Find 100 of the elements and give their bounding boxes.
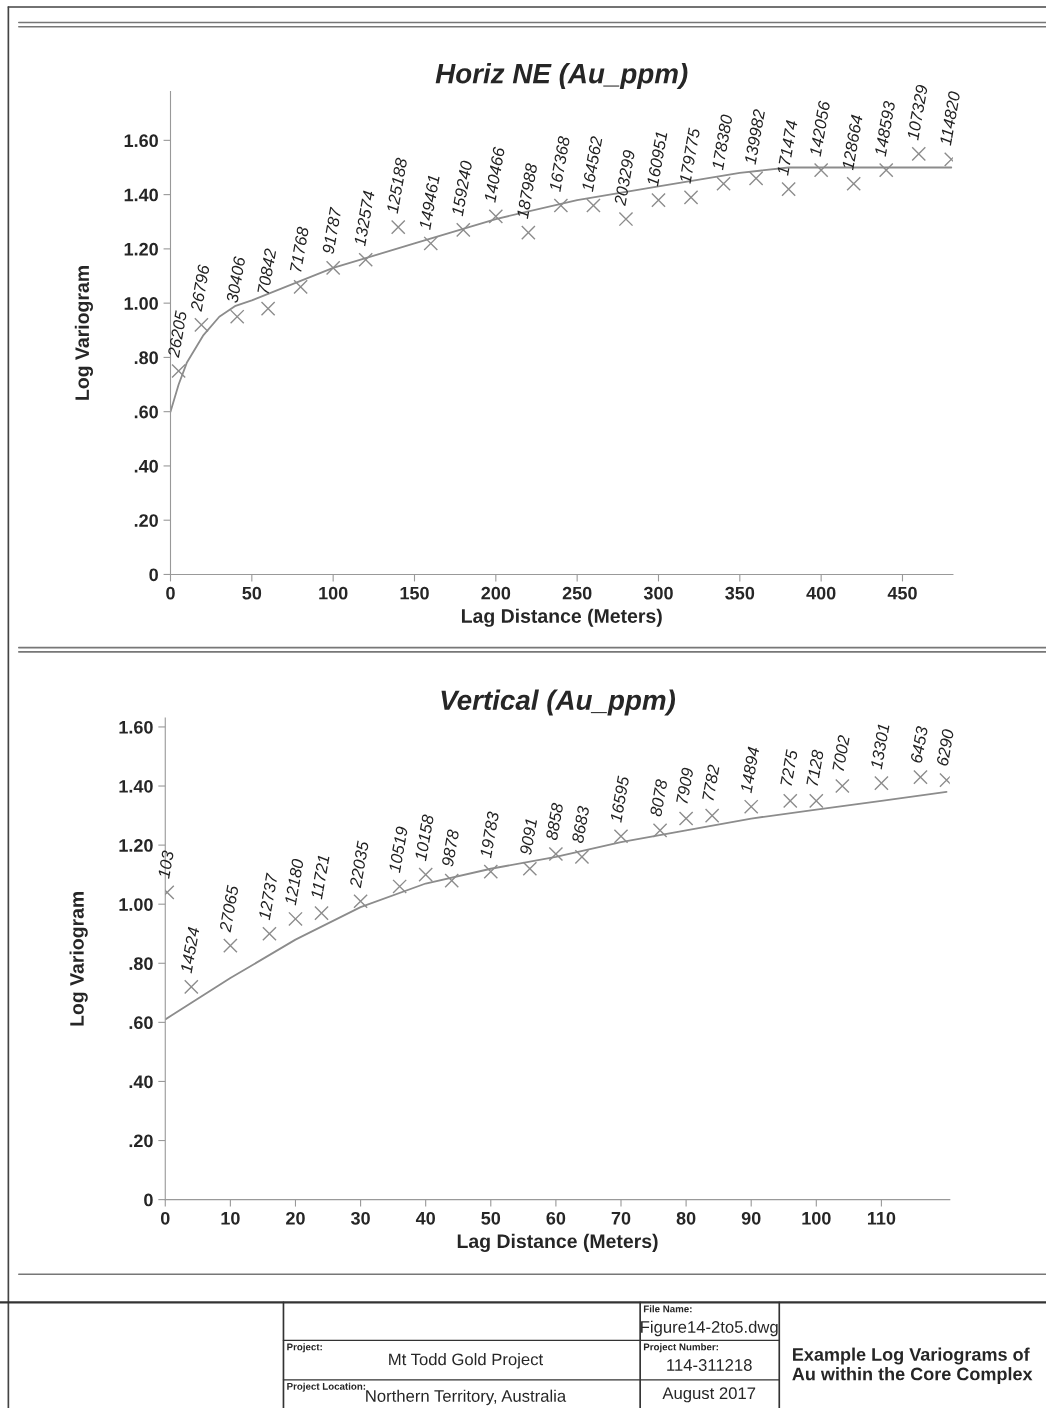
point xyxy=(748,171,764,186)
y-tick-label: 1.60 xyxy=(119,720,153,734)
point xyxy=(260,301,276,316)
point xyxy=(314,905,329,921)
point xyxy=(390,219,406,235)
text: Project: xyxy=(287,1343,322,1353)
point xyxy=(743,799,759,814)
y-tick-label: 1.00 xyxy=(119,898,153,911)
annotation: 171474 xyxy=(776,119,798,176)
x-tick-label: 150 xyxy=(400,586,429,600)
chart-title: Vertical (Au_ppm) xyxy=(441,689,676,716)
x-tick-label: 450 xyxy=(887,586,917,600)
point xyxy=(194,317,209,333)
y-tick-label: .80 xyxy=(129,957,153,970)
point xyxy=(353,893,368,909)
annotation: 14524 xyxy=(180,926,200,974)
annotation: 132574 xyxy=(353,190,375,247)
annotation: 160951 xyxy=(646,131,668,187)
x-tick-label: 100 xyxy=(802,1211,831,1225)
point xyxy=(522,861,538,877)
y-tick-label: 1.00 xyxy=(124,297,158,310)
annotation: 164562 xyxy=(581,135,603,192)
y-tick-label: .60 xyxy=(129,1016,153,1030)
text: File Name: xyxy=(643,1305,692,1313)
annotation: 187988 xyxy=(516,162,538,220)
annotation: 148593 xyxy=(874,100,896,157)
text: 114-311218 xyxy=(667,1359,752,1371)
point xyxy=(521,225,536,240)
y-tick-label: 1.40 xyxy=(124,188,158,202)
point xyxy=(913,769,928,785)
point xyxy=(444,873,460,888)
x-tick-label: 20 xyxy=(286,1211,305,1225)
point xyxy=(423,236,439,251)
y-tick-label: .60 xyxy=(134,405,158,419)
x-tick-label: 90 xyxy=(741,1211,761,1225)
point xyxy=(223,938,238,953)
x-axis-title: Lag Distance (Meters) xyxy=(461,608,662,627)
annotation: 159240 xyxy=(451,160,473,217)
y-tick-label: .20 xyxy=(134,514,158,527)
x-tick-label: 350 xyxy=(725,586,755,600)
x-axis-title: Lag Distance (Meters) xyxy=(457,1233,658,1253)
annotation: 7128 xyxy=(806,749,824,787)
point xyxy=(553,198,569,213)
annotation: 203299 xyxy=(613,149,636,207)
point xyxy=(652,823,668,838)
annotation: 22035 xyxy=(349,840,370,889)
annotation: 140466 xyxy=(483,146,506,203)
annotation: 167368 xyxy=(548,135,571,192)
point xyxy=(813,162,829,178)
caption: Figure14-2to5.dwg xyxy=(641,1320,778,1337)
point xyxy=(418,867,433,882)
point xyxy=(184,979,199,995)
point xyxy=(288,911,303,927)
annotation: 27065 xyxy=(219,884,239,933)
annotation: 7002 xyxy=(832,734,850,772)
annotation: 103 xyxy=(157,850,175,879)
point xyxy=(911,146,927,162)
x-tick-label: 0 xyxy=(166,586,175,600)
x-tick-label: 0 xyxy=(160,1211,170,1225)
point xyxy=(835,778,850,794)
annotation: 128664 xyxy=(841,114,863,171)
annotation: 149461 xyxy=(418,174,440,230)
y-tick-label: .40 xyxy=(129,1075,153,1089)
annotation: 7275 xyxy=(780,749,798,787)
annotation: 179775 xyxy=(679,127,701,184)
annotation: 12737 xyxy=(258,872,278,921)
point xyxy=(586,198,601,213)
annotation: 9878 xyxy=(441,829,460,867)
annotation: 125188 xyxy=(386,157,408,214)
point xyxy=(171,363,186,379)
x-tick-label: 100 xyxy=(319,586,348,600)
annotation: 16595 xyxy=(609,775,630,823)
x-tick-label: 110 xyxy=(867,1211,896,1225)
point xyxy=(229,309,245,324)
annotation: 8858 xyxy=(545,802,564,841)
annotation: 13301 xyxy=(870,723,890,770)
point xyxy=(548,846,564,862)
annotation: 6453 xyxy=(910,725,929,764)
x-tick-label: 50 xyxy=(242,586,262,600)
chart-title: Horiz NE (Au_ppm) xyxy=(435,63,688,89)
x-tick-label: 200 xyxy=(481,586,511,600)
point xyxy=(878,162,894,178)
point xyxy=(488,209,504,224)
x-tick-label: 60 xyxy=(546,1211,566,1225)
x-tick-label: 10 xyxy=(221,1211,240,1225)
annotation: 7909 xyxy=(675,767,694,804)
annotation: 11721 xyxy=(310,854,330,900)
annotation: 107329 xyxy=(906,84,928,141)
y-axis-title: Log Variogram xyxy=(74,266,93,400)
point xyxy=(456,222,471,238)
y-tick-label: .40 xyxy=(134,459,158,473)
point xyxy=(683,190,699,205)
annotation: 6290 xyxy=(936,728,955,767)
y-tick-label: .80 xyxy=(134,351,158,365)
point xyxy=(781,181,796,197)
annotation: 10519 xyxy=(388,826,409,873)
text: Northern Territory, Australia xyxy=(366,1389,567,1406)
y-tick-label: 1.40 xyxy=(119,779,153,793)
x-tick-label: 400 xyxy=(806,586,836,600)
text: Project Location: xyxy=(287,1382,366,1392)
